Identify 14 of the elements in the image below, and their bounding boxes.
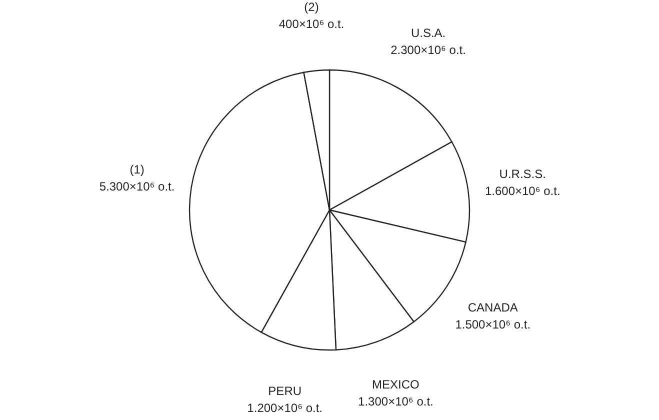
data-label: 2.300×10⁶ o.t. xyxy=(390,42,466,57)
slice-label: (2) xyxy=(304,0,319,14)
slice-label: (1) xyxy=(130,162,144,177)
data-label: 1.200×10⁶ o.t. xyxy=(247,400,323,415)
slice-label: PERU xyxy=(268,384,302,398)
data-label: 5.300×10⁶ o.t. xyxy=(99,180,175,194)
slice-label: U.R.S.S. xyxy=(499,167,546,182)
data-label: 1.500×10⁶ o.t. xyxy=(455,317,531,332)
data-label: 1.300×10⁶ o.t. xyxy=(358,394,434,408)
slice-label: MEXICO xyxy=(372,377,420,392)
slice-label: U.S.A. xyxy=(410,26,446,40)
data-label: 1.600×10⁶ o.t. xyxy=(484,184,560,198)
slice-label: CANADA xyxy=(468,300,518,314)
data-label: 400×10⁶ o.t. xyxy=(278,16,344,31)
